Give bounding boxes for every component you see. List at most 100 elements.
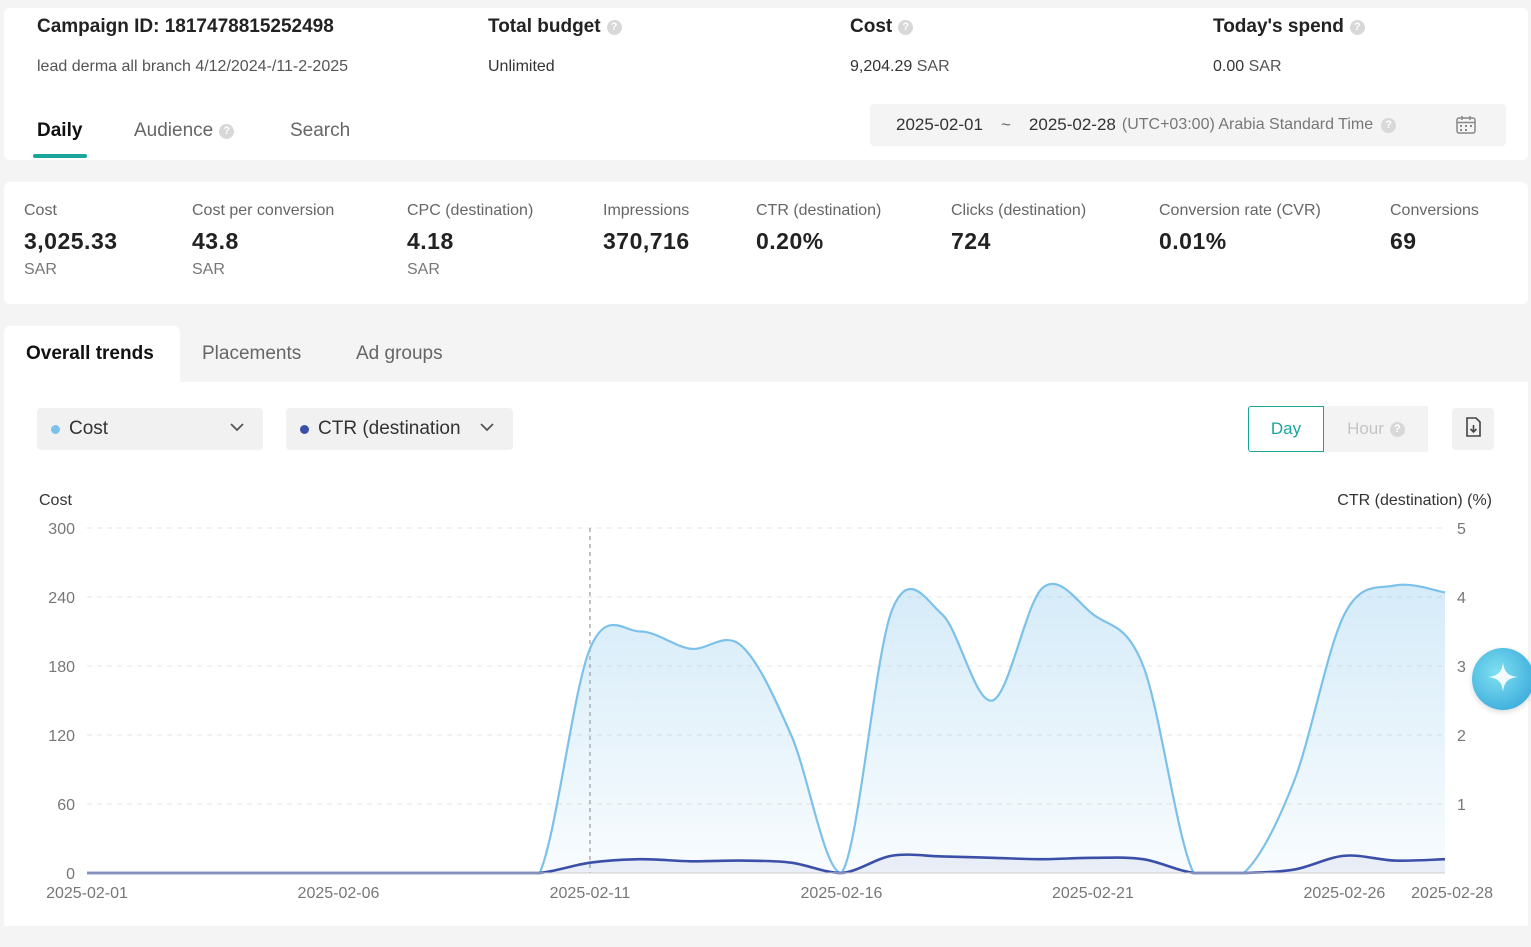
sparkle-icon bbox=[1485, 659, 1521, 700]
right-tick-label: 3 bbox=[1457, 659, 1466, 676]
help-icon[interactable]: ? bbox=[1389, 421, 1405, 437]
date-start: 2025-02-01 bbox=[896, 115, 983, 134]
x-tick-label: 2025-02-16 bbox=[801, 885, 883, 902]
tab-daily[interactable]: Daily bbox=[37, 120, 82, 142]
metric-label: CTR (destination) bbox=[756, 202, 882, 219]
export-button[interactable] bbox=[1452, 408, 1494, 450]
secondary-metric-label: CTR (destination bbox=[318, 418, 461, 439]
metric-value: 4.18 bbox=[407, 228, 454, 254]
granularity-toggle: Day Hour ? bbox=[1248, 406, 1428, 452]
cost-value: 9,204.29 SAR bbox=[850, 58, 950, 76]
campaign-id: Campaign ID: 1817478815252498 bbox=[37, 16, 334, 37]
day-button-label: Day bbox=[1270, 419, 1302, 438]
tab-overall-trends-label: Overall trends bbox=[26, 343, 154, 364]
calendar-icon[interactable] bbox=[1456, 116, 1476, 139]
metric-value: 370,716 bbox=[603, 228, 690, 254]
todays-spend-unit: SAR bbox=[1248, 58, 1282, 75]
tab-overall-trends[interactable]: Overall trends bbox=[4, 326, 180, 382]
metric-cpc[interactable]: CPC (destination) 4.18 SAR bbox=[407, 202, 533, 279]
metric-label: Conversion rate (CVR) bbox=[1159, 202, 1321, 219]
metric-value: 0.20% bbox=[756, 228, 824, 254]
date-range-picker[interactable]: 2025-02-01 ~ 2025-02-28 (UTC+03:00) Arab… bbox=[870, 104, 1506, 146]
metric-value: 0.01% bbox=[1159, 228, 1227, 254]
tab-ad-groups-label: Ad groups bbox=[356, 343, 443, 364]
left-tick-label: 240 bbox=[48, 590, 75, 607]
campaign-name: lead derma all branch 4/12/2024-/11-2-20… bbox=[37, 58, 349, 75]
tab-placements[interactable]: Placements bbox=[202, 326, 301, 382]
metric-label: CPC (destination) bbox=[407, 202, 534, 219]
tab-audience[interactable]: Audience ? bbox=[134, 120, 235, 142]
assistant-button[interactable] bbox=[1472, 648, 1531, 710]
tab-daily-label: Daily bbox=[37, 120, 83, 141]
date-end: 2025-02-28 bbox=[1028, 115, 1116, 134]
series-color-dot bbox=[300, 424, 309, 434]
metric-label: Cost per conversion bbox=[192, 202, 335, 219]
metric-value: 724 bbox=[951, 228, 991, 254]
x-tick-label: 2025-02-01 bbox=[46, 885, 128, 902]
metric-unit: SAR bbox=[407, 261, 440, 278]
chevron-down-icon bbox=[229, 419, 245, 441]
help-icon[interactable]: ? bbox=[219, 123, 235, 139]
todays-spend-value: 0.00 SAR bbox=[1213, 58, 1282, 76]
metric-label: Cost bbox=[24, 202, 57, 219]
x-tick-label: 2025-02-21 bbox=[1052, 885, 1134, 902]
day-button[interactable]: Day bbox=[1248, 406, 1324, 452]
help-icon[interactable]: ? bbox=[1381, 117, 1397, 133]
tab-ad-groups[interactable]: Ad groups bbox=[356, 326, 443, 382]
ctr-area bbox=[87, 854, 1445, 873]
x-tick-label: 2025-02-28 bbox=[1411, 885, 1493, 902]
primary-metric-select[interactable]: Cost bbox=[37, 408, 263, 450]
metric-cost-per-conversion[interactable]: Cost per conversion 43.8 SAR bbox=[192, 202, 334, 279]
total-budget-value: Unlimited bbox=[488, 58, 555, 76]
primary-metric-label: Cost bbox=[69, 418, 109, 439]
metric-cvr[interactable]: Conversion rate (CVR) 0.01% bbox=[1159, 202, 1321, 255]
secondary-metric-select[interactable]: CTR (destination bbox=[286, 408, 513, 450]
total-budget-label: Total budget bbox=[488, 16, 601, 37]
metric-clicks[interactable]: Clicks (destination) 724 bbox=[951, 202, 1086, 255]
total-budget-title: Total budget ? bbox=[488, 16, 622, 38]
metric-value: 69 bbox=[1390, 228, 1417, 254]
help-icon[interactable]: ? bbox=[1349, 19, 1365, 35]
help-icon[interactable]: ? bbox=[606, 19, 622, 35]
metric-unit: SAR bbox=[24, 261, 57, 278]
cost-label: Cost bbox=[850, 16, 893, 37]
left-tick-label: 180 bbox=[48, 659, 75, 676]
left-tick-label: 300 bbox=[48, 521, 75, 538]
metric-cost[interactable]: Cost 3,025.33 SAR bbox=[24, 202, 118, 279]
metric-value: 43.8 bbox=[192, 228, 239, 254]
metrics-summary: Cost 3,025.33 SAR Cost per conversion 43… bbox=[4, 182, 1528, 304]
hour-button[interactable]: Hour ? bbox=[1324, 406, 1428, 452]
metric-label: Impressions bbox=[603, 202, 690, 219]
timezone: (UTC+03:00) Arabia Standard Time bbox=[1121, 116, 1374, 133]
right-tick-label: 2 bbox=[1457, 728, 1466, 745]
left-tick-label: 60 bbox=[57, 797, 75, 814]
metric-value: 3,025.33 bbox=[24, 228, 118, 254]
campaign-header: Campaign ID: 1817478815252498 lead derma… bbox=[4, 8, 1528, 160]
metric-label: Clicks (destination) bbox=[951, 202, 1087, 219]
todays-spend-amount: 0.00 bbox=[1213, 58, 1245, 75]
right-tick-label: 1 bbox=[1457, 797, 1466, 814]
series-color-dot bbox=[51, 424, 60, 434]
metric-ctr[interactable]: CTR (destination) 0.20% bbox=[756, 202, 881, 255]
metric-conversions[interactable]: Conversions 69 bbox=[1390, 202, 1479, 255]
x-tick-label: 2025-02-11 bbox=[550, 885, 631, 902]
total-budget-text: Unlimited bbox=[488, 58, 555, 75]
metric-label: Conversions bbox=[1390, 202, 1479, 219]
tab-search[interactable]: Search bbox=[290, 120, 350, 142]
cost-area bbox=[87, 583, 1445, 873]
metric-impressions[interactable]: Impressions 370,716 bbox=[603, 202, 690, 255]
cost-title: Cost ? bbox=[850, 16, 914, 38]
left-axis-label: Cost bbox=[39, 492, 72, 509]
help-icon[interactable]: ? bbox=[898, 19, 914, 35]
hour-button-label: Hour bbox=[1347, 419, 1384, 438]
trend-tabs: Overall trends Placements Ad groups bbox=[4, 326, 1528, 382]
metric-unit: SAR bbox=[192, 261, 225, 278]
right-axis-label: CTR (destination) (%) bbox=[1337, 492, 1492, 509]
x-tick-label: 2025-02-06 bbox=[298, 885, 380, 902]
date-separator: ~ bbox=[1000, 115, 1011, 134]
left-tick-label: 0 bbox=[66, 866, 75, 883]
tab-audience-label: Audience bbox=[134, 120, 214, 141]
right-tick-label: 4 bbox=[1457, 590, 1466, 607]
cost-amount: 9,204.29 bbox=[850, 58, 913, 75]
